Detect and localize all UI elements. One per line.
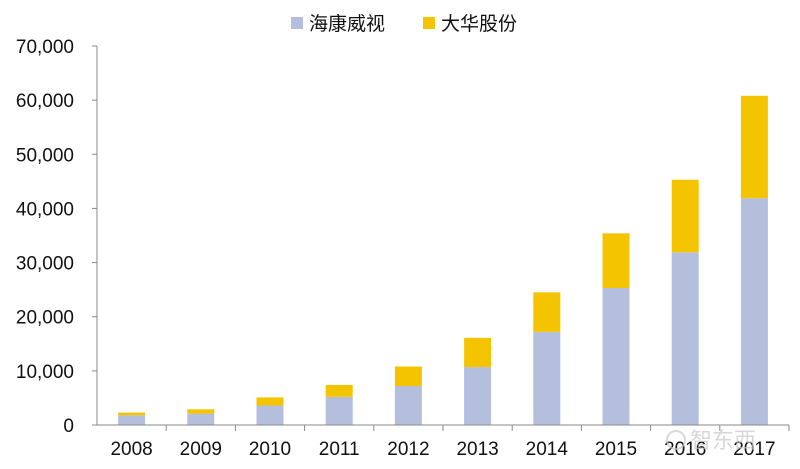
x-tick-label-2014: 2014 xyxy=(526,439,569,460)
bar-hikvision-2016 xyxy=(671,252,699,425)
bar-hikvision-2017 xyxy=(740,198,768,425)
legend-swatch-hikvision xyxy=(291,17,303,29)
bar-hikvision-2012 xyxy=(394,386,422,425)
bar-hikvision-2013 xyxy=(464,367,492,425)
y-tick-label: 60,000 xyxy=(16,91,74,112)
bar-dahua-2011 xyxy=(325,384,353,397)
legend-swatch-dahua xyxy=(423,17,435,29)
x-tick-label-2017: 2017 xyxy=(733,439,775,460)
bar-dahua-2013 xyxy=(464,337,492,368)
y-tick-label: 0 xyxy=(63,416,74,437)
bar-hikvision-2015 xyxy=(602,288,630,425)
x-tick-label-2012: 2012 xyxy=(387,439,429,460)
bars xyxy=(118,95,768,425)
x-tick-label-2010: 2010 xyxy=(249,439,291,460)
bar-hikvision-2011 xyxy=(325,396,353,425)
x-tick-label-2008: 2008 xyxy=(110,439,152,460)
x-tick-label-2015: 2015 xyxy=(595,439,637,460)
y-tick-label: 50,000 xyxy=(16,145,74,166)
bar-dahua-2016 xyxy=(671,179,699,253)
y-axis: 0 10,000 20,000 30,000 40,000 50,000 60,000 70,… xyxy=(16,37,97,437)
x-tick-label-2011: 2011 xyxy=(319,439,360,460)
watermark-logo-icon xyxy=(666,430,686,450)
bar-dahua-2012 xyxy=(394,366,422,387)
bar-hikvision-2009 xyxy=(187,413,215,425)
x-tick-label-2013: 2013 xyxy=(456,439,498,460)
bar-dahua-2009 xyxy=(187,409,215,414)
bar-dahua-2017 xyxy=(740,95,768,199)
x-tick-label-2009: 2009 xyxy=(180,439,222,460)
bar-dahua-2014 xyxy=(533,292,561,332)
bar-hikvision-2008 xyxy=(118,415,146,425)
bar-hikvision-2010 xyxy=(256,405,284,425)
y-tick-label: 20,000 xyxy=(16,308,74,329)
x-axis: 2008 2009 2010 2011 2012 2013 2014 2015 2016 2017 xyxy=(110,425,790,460)
legend-label-hikvision: 海康威视 xyxy=(309,13,385,35)
watermark: 智东西 xyxy=(666,429,756,454)
watermark-text: 智东西 xyxy=(690,429,756,454)
y-tick-label: 70,000 xyxy=(16,37,74,58)
bar-hikvision-2014 xyxy=(533,331,561,425)
bar-dahua-2015 xyxy=(602,233,630,289)
x-tick-label-2016: 2016 xyxy=(664,439,706,460)
legend-label-dahua: 大华股份 xyxy=(441,13,517,35)
legend: 海康威视 大华股份 xyxy=(291,13,517,35)
bar-dahua-2008 xyxy=(118,412,146,416)
bar-dahua-2010 xyxy=(256,397,284,406)
y-tick-label: 10,000 xyxy=(16,362,74,383)
y-tick-label: 30,000 xyxy=(16,254,74,275)
y-tick-label: 40,000 xyxy=(16,199,74,220)
